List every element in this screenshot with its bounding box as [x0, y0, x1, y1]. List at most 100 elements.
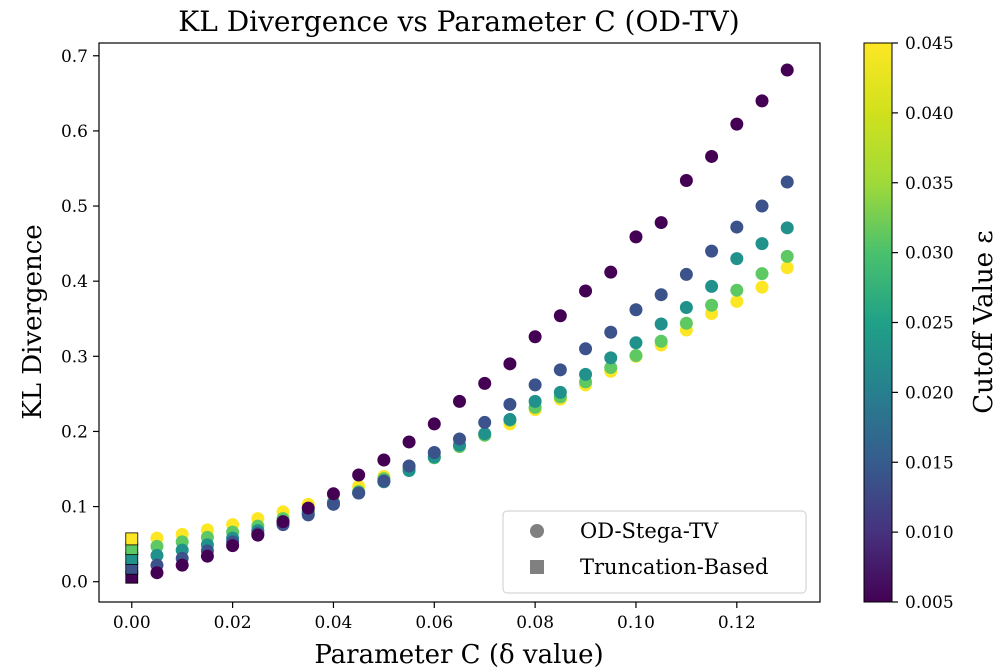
y-tick-label: 0.6 — [61, 122, 88, 142]
colorbar-tick-label: 0.010 — [905, 523, 954, 543]
colorbar-label: Cutoff Value ε — [969, 230, 996, 414]
legend: OD-Stega-TV Truncation-Based — [502, 510, 807, 594]
scatter-point — [654, 288, 668, 302]
scatter-point — [478, 415, 492, 429]
colorbar-ticks: 0.005 0.010 0.015 0.020 0.025 0.030 0.035 0.040… — [892, 34, 954, 613]
scatter-point — [679, 173, 693, 187]
scatter-point — [553, 385, 567, 399]
scatter-point — [352, 486, 366, 500]
scatter-point — [503, 357, 517, 371]
scatter-point — [604, 325, 618, 339]
scatter-point — [251, 528, 265, 542]
scatter-point — [276, 515, 290, 529]
scatter-point — [780, 249, 794, 263]
legend-square-marker — [530, 560, 544, 574]
scatter-point — [175, 558, 189, 572]
y-ticks: 0.0 0.1 0.2 0.3 0.4 0.5 0.6 0.7 — [61, 47, 99, 593]
scatter-point — [730, 294, 744, 308]
scatter-point — [654, 216, 668, 230]
colorbar-gradient — [863, 42, 893, 603]
legend-circle-marker — [530, 524, 544, 538]
scatter-point — [326, 487, 340, 501]
y-tick-label: 0.2 — [61, 422, 88, 442]
scatter-point — [755, 94, 769, 108]
scatter-point — [377, 474, 391, 488]
scatter-point — [629, 349, 643, 363]
y-tick-label: 0.5 — [61, 197, 88, 217]
legend-box — [502, 510, 807, 594]
scatter-point — [730, 220, 744, 234]
scatter-point — [478, 376, 492, 390]
scatter-point — [579, 284, 593, 298]
scatter-point — [679, 316, 693, 330]
scatter-point — [755, 267, 769, 281]
scatter-point — [226, 539, 240, 553]
colorbar-tick-label: 0.045 — [905, 34, 954, 54]
colorbar-tick-label: 0.025 — [905, 314, 954, 334]
scatter-points — [150, 63, 794, 580]
scatter-point — [503, 397, 517, 411]
scatter-point — [755, 199, 769, 213]
x-tick-label: 0.10 — [617, 613, 655, 633]
scatter-point — [629, 303, 643, 317]
scatter-point — [579, 367, 593, 381]
scatter-point — [453, 432, 466, 446]
scatter-point — [528, 394, 542, 408]
scatter-point — [150, 548, 164, 562]
x-tick-label: 0.08 — [516, 613, 554, 633]
scatter-point — [553, 363, 567, 377]
colorbar-tick-label: 0.040 — [905, 104, 954, 124]
colorbar-tick-label: 0.015 — [905, 453, 954, 473]
scatter-point — [780, 221, 794, 235]
x-ticks: 0.00 0.02 0.04 0.06 0.08 0.10 0.12 — [113, 602, 756, 633]
scatter-point — [402, 459, 416, 473]
colorbar: 0.005 0.010 0.015 0.020 0.025 0.030 0.035 0.040… — [863, 34, 996, 613]
scatter-point — [352, 468, 366, 482]
plot-frame — [98, 42, 821, 603]
scatter-point — [326, 497, 340, 511]
scatter-point — [654, 317, 668, 331]
legend-label-truncation-based: Truncation-Based — [580, 555, 768, 579]
plot-background — [99, 43, 820, 602]
colorbar-tick-label: 0.035 — [905, 174, 954, 194]
scatter-point — [200, 549, 214, 563]
scatter-point — [780, 175, 794, 189]
scatter-point — [705, 298, 719, 312]
y-tick-label: 0.3 — [61, 347, 88, 367]
scatter-point — [629, 336, 643, 350]
scatter-point — [553, 309, 567, 323]
y-tick-label: 0.4 — [61, 272, 88, 292]
scatter-point — [780, 63, 794, 77]
colorbar-tick-label: 0.005 — [905, 593, 954, 613]
x-tick-label: 0.00 — [113, 613, 151, 633]
scatter-point — [150, 539, 164, 553]
scatter-point — [679, 300, 693, 314]
scatter-point — [755, 280, 769, 294]
colorbar-tick-label: 0.020 — [905, 383, 954, 403]
scatter-point — [402, 435, 416, 449]
x-tick-label: 0.12 — [718, 613, 756, 633]
plot-area: 0.00 0.02 0.04 0.06 0.08 0.10 0.12 0.00.10.20.… — [61, 42, 821, 633]
y-axis-label: KL Divergence — [18, 224, 48, 419]
scatter-point — [427, 417, 441, 431]
scatter-point — [705, 244, 719, 258]
truncation-point — [125, 532, 139, 546]
scatter-point — [629, 230, 643, 244]
scatter-point — [730, 283, 744, 297]
scatter-point — [654, 334, 668, 348]
chart-title: KL Divergence vs Parameter C (OD-TV) — [178, 5, 739, 38]
scatter-point — [503, 412, 517, 426]
legend-label-od-stega-tv: OD-Stega-TV — [580, 519, 719, 543]
scatter-point — [730, 252, 744, 266]
scatter-point — [528, 330, 542, 344]
scatter-point — [780, 261, 794, 275]
scatter-point — [528, 378, 542, 392]
scatter-point — [150, 566, 164, 580]
scatter-point — [679, 267, 693, 281]
x-tick-label: 0.02 — [214, 613, 252, 633]
scatter-point — [377, 453, 391, 467]
truncation-points — [125, 532, 139, 584]
scatter-point — [705, 149, 719, 163]
x-tick-label: 0.06 — [415, 613, 453, 633]
